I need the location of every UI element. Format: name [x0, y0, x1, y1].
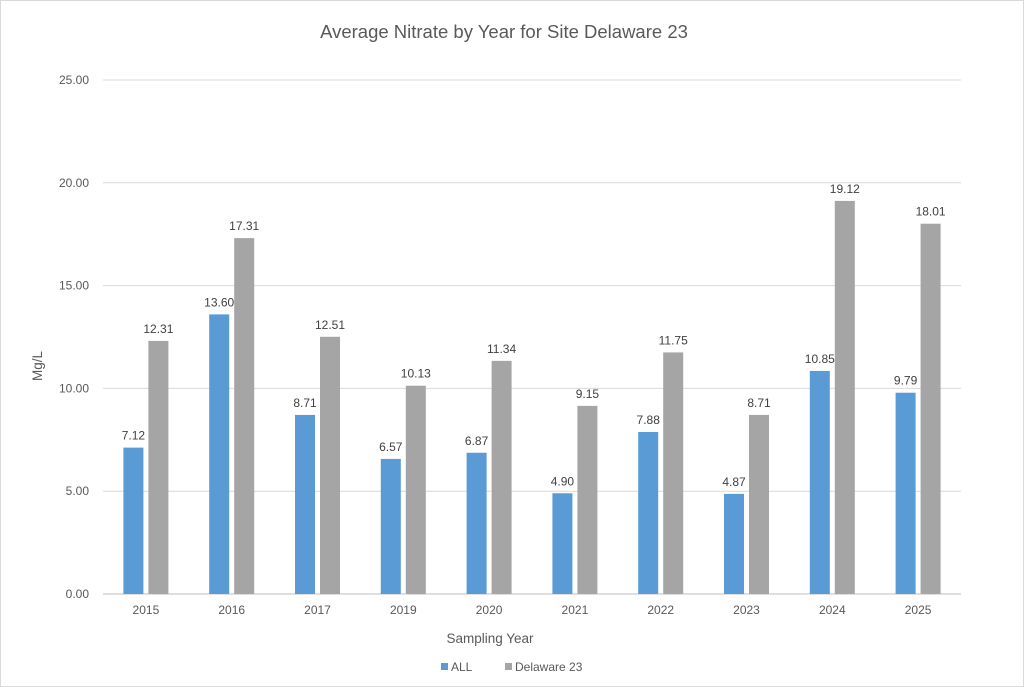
legend-label: Delaware 23: [515, 660, 583, 674]
y-tick-label: 5.00: [66, 484, 90, 498]
data-labels: 7.12 12.31 13.60 17.31 8.71 12.51 6.57 10.13 6.8…: [122, 182, 946, 489]
x-tick-label: 2024: [819, 603, 846, 617]
data-label: 19.12: [830, 182, 860, 196]
x-tick-label: 2023: [733, 603, 760, 617]
bar-all-2025: [895, 392, 916, 594]
legend-swatch: [505, 663, 512, 670]
bar-all-2020: [466, 452, 487, 594]
data-label: 9.15: [576, 387, 600, 401]
x-tick-label: 2021: [562, 603, 589, 617]
x-tick-label: 2022: [647, 603, 674, 617]
y-tick-label: 0.00: [66, 587, 90, 601]
bar-delaware-23-2024: [834, 200, 855, 594]
data-label: 12.31: [143, 322, 173, 336]
data-label: 18.01: [916, 205, 946, 219]
x-tick-label: 2015: [133, 603, 160, 617]
bar-delaware-23-2021: [577, 405, 598, 594]
data-label: 11.34: [487, 342, 516, 356]
y-axis-title: Mg/L: [30, 351, 45, 382]
x-tick-label: 2016: [218, 603, 245, 617]
x-tick-label: 2019: [390, 603, 417, 617]
data-label: 7.88: [637, 413, 661, 427]
bar-delaware-23-2023: [749, 414, 769, 594]
bar-all-2022: [638, 431, 659, 594]
data-label: 4.87: [722, 475, 746, 489]
data-label: 4.90: [551, 474, 575, 488]
bar-delaware-23-2022: [663, 352, 684, 594]
bar-delaware-23-2017: [320, 336, 340, 594]
chart-title: Average Nitrate by Year for Site Delawar…: [320, 21, 688, 42]
legend-label: ALL: [451, 660, 473, 674]
legend-swatch: [441, 663, 448, 670]
x-tick-label: 2025: [905, 603, 932, 617]
x-tick-label: 2020: [476, 603, 503, 617]
bar-all-2016: [209, 314, 230, 594]
bar-delaware-23-2016: [234, 238, 255, 595]
data-label: 13.60: [204, 295, 234, 309]
bars: [123, 200, 941, 595]
data-label: 12.51: [315, 318, 345, 332]
bar-all-2015: [123, 447, 144, 594]
bar-delaware-23-2020: [491, 360, 512, 594]
data-label: 10.13: [401, 367, 431, 381]
data-label: 11.75: [659, 333, 688, 347]
y-tick-label: 10.00: [59, 381, 89, 395]
bar-all-2024: [809, 370, 830, 594]
x-axis-title: Sampling Year: [446, 631, 534, 646]
data-label: 6.87: [465, 434, 489, 448]
data-label: 17.31: [229, 219, 259, 233]
legend: ALL Delaware 23: [441, 660, 583, 674]
bar-all-2021: [552, 493, 573, 594]
y-axis-ticks: 0.00 5.00 10.00 15.00 20.00 25.00: [59, 73, 89, 601]
data-label: 7.12: [122, 429, 146, 443]
data-label: 10.85: [805, 352, 835, 366]
gridlines: [103, 79, 961, 595]
bar-all-2019: [380, 458, 401, 594]
data-label: 9.79: [894, 374, 918, 388]
bar-delaware-23-2025: [920, 223, 941, 594]
bar-all-2023: [724, 493, 744, 594]
x-axis-ticks: 2015 2016 2017 2019 2020 2021 2022 2023 2024 2025: [133, 603, 932, 617]
y-tick-label: 15.00: [59, 279, 89, 293]
y-tick-label: 25.00: [59, 73, 89, 87]
data-label: 8.71: [747, 396, 771, 410]
y-tick-label: 20.00: [59, 176, 89, 190]
bar-all-2017: [295, 414, 315, 594]
data-label: 6.57: [379, 440, 403, 454]
bar-delaware-23-2015: [148, 340, 169, 594]
x-tick-label: 2017: [304, 603, 331, 617]
bar-delaware-23-2019: [405, 385, 426, 594]
data-label: 8.71: [293, 396, 317, 410]
